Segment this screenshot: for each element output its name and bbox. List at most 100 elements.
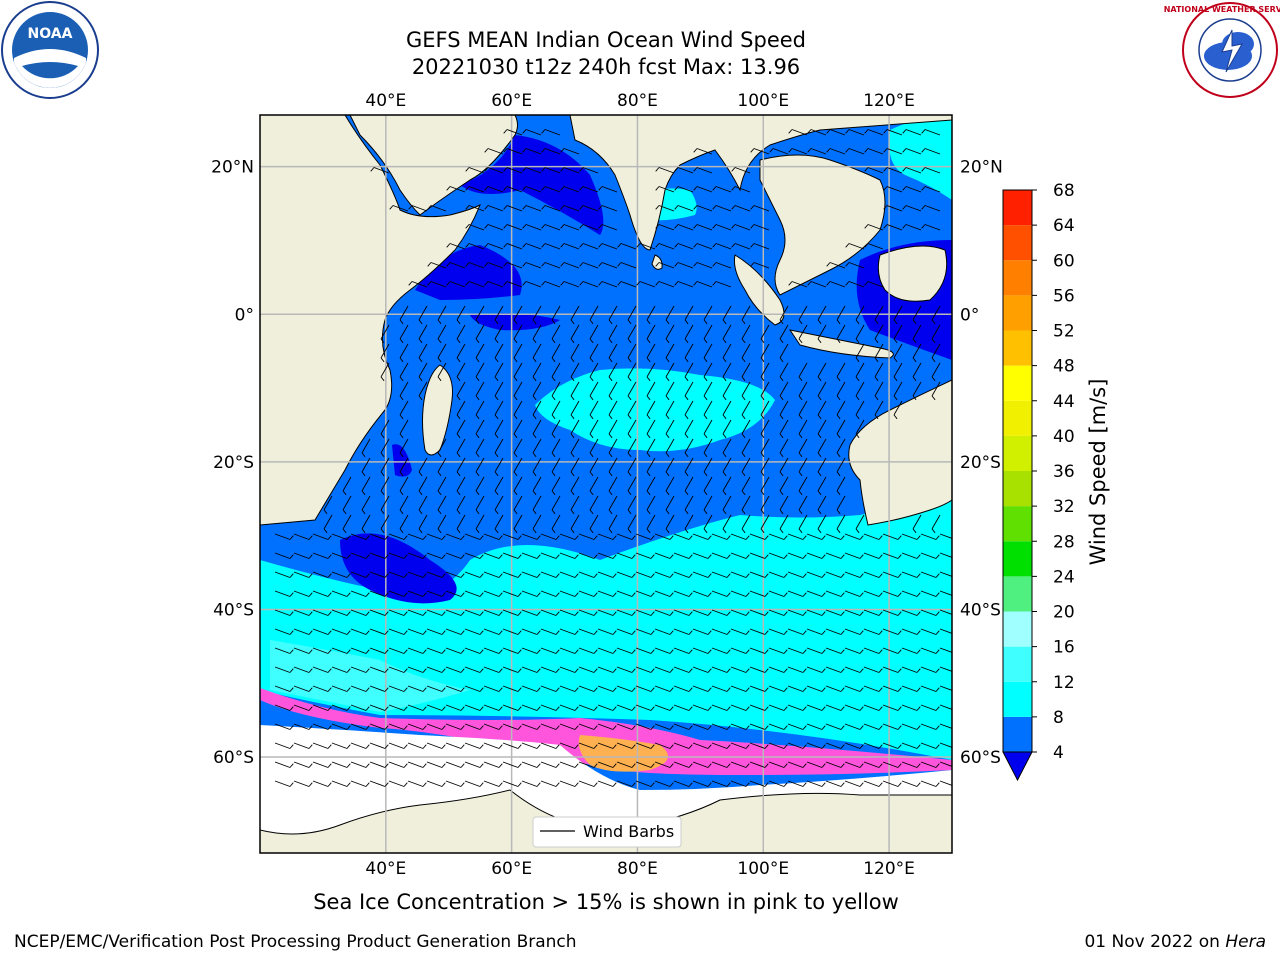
wind-barb (760, 457, 770, 473)
wind-barb (779, 362, 789, 378)
wind-barb (627, 476, 637, 492)
wind-barb (532, 514, 542, 530)
wind-barb (445, 780, 462, 787)
wind-barb-feather (902, 186, 907, 191)
wind-barb (836, 419, 846, 435)
wind-barb (920, 723, 937, 730)
wind-barb (711, 723, 728, 730)
wind-barb (779, 514, 789, 530)
wind-barb (582, 243, 599, 250)
wind-barb (779, 343, 789, 359)
wind-barb (483, 761, 500, 768)
wind-barb-feather (418, 528, 423, 534)
wind-barb (654, 780, 671, 787)
wind-barb (627, 381, 637, 397)
wind-barb-feather (836, 414, 841, 420)
wind-barb-feather (361, 528, 366, 534)
wind-barb-feather (551, 452, 556, 458)
axis-tick-labels: 40°E40°E60°E60°E80°E80°E100°E100°E120°E1… (211, 91, 1003, 879)
wind-barb (445, 666, 462, 673)
wind-barb (369, 742, 386, 749)
wind-barb-feather (916, 649, 921, 654)
wind-barb-feather (955, 783, 958, 787)
wind-barb-feather (783, 649, 788, 654)
wind-barb-feather (874, 319, 879, 325)
wind-barb-feather (840, 744, 845, 749)
wind-barb (521, 571, 538, 578)
wind-barb-feather (380, 357, 385, 363)
wind-barb (768, 761, 785, 768)
wind-barb (696, 281, 713, 288)
wind-barb-feather (498, 668, 503, 673)
wind-barb-feather (593, 592, 598, 597)
wind-barb (901, 533, 918, 540)
wind-barb-feather (703, 319, 708, 325)
wind-barb (863, 647, 880, 654)
wind-barb (673, 609, 690, 616)
colorbar-segment-5 (1003, 541, 1032, 577)
wind-barb-feather (517, 706, 522, 711)
wind-barb-feather (821, 706, 826, 711)
wind-barb (817, 400, 827, 416)
wind-barb (350, 723, 367, 730)
wind-barb (798, 400, 808, 416)
wind-barb-feather (859, 630, 864, 635)
wind-barb-feather (631, 763, 636, 768)
wind-barb (901, 780, 918, 787)
wind-barb (855, 343, 865, 359)
wind-barb-feather (631, 630, 636, 635)
wind-barb (540, 666, 557, 673)
wind-barb (293, 609, 310, 616)
wind-barb-feather (308, 535, 313, 540)
wind-barb-feather (764, 687, 769, 692)
wind-barb-feather (617, 243, 622, 248)
wind-barb (791, 148, 808, 155)
wind-barb (426, 628, 443, 635)
wind-barb (426, 666, 443, 673)
wind-barb (627, 324, 637, 340)
wind-barb (665, 400, 675, 416)
wind-barb-feather (399, 452, 404, 458)
wind-barb (639, 281, 656, 288)
wind-barb-feather (878, 706, 883, 711)
wind-barb-feather (441, 763, 446, 768)
wind-barb-feather (536, 592, 541, 597)
wind-barb-feather (608, 490, 613, 496)
wind-barb-feather (460, 611, 465, 616)
wind-barb (855, 400, 865, 416)
lon-tick-top-4: 120°E (863, 91, 915, 111)
wind-barb (544, 224, 561, 231)
wind-barb-feather (593, 668, 598, 673)
wind-barb-feather (555, 668, 560, 673)
wind-barb-feather (897, 649, 902, 654)
wind-barb (806, 742, 823, 749)
wind-barb (293, 552, 310, 559)
wind-barb (924, 167, 941, 174)
wind-barb-feather (503, 224, 508, 229)
wind-barb-feather (570, 433, 575, 439)
wind-barb-feather (688, 592, 693, 597)
wind-barb (692, 628, 709, 635)
wind-barb-feather (484, 224, 489, 229)
wind-barb (749, 533, 766, 540)
wind-barb-feather (536, 535, 541, 540)
wind-barb-feather (589, 433, 594, 439)
wind-barb-feather (788, 129, 793, 134)
wind-barb (616, 533, 633, 540)
wind-barb (627, 438, 637, 454)
wind-barb (578, 647, 595, 654)
wind-barb-feather (912, 395, 917, 401)
wind-barb-feather (712, 243, 717, 248)
wind-barb (570, 324, 580, 340)
wind-barb (475, 419, 485, 435)
wind-barb-feather (897, 782, 902, 787)
wind-barb-feather (821, 573, 826, 578)
wind-barb (684, 400, 694, 416)
wind-barb (373, 167, 390, 174)
wind-barb (722, 305, 732, 321)
lat-tick-right-4: 60°S (960, 748, 1001, 768)
wind-barb (551, 476, 561, 492)
wind-barb-feather (517, 744, 522, 749)
wind-barb-feather (627, 528, 632, 534)
wind-barb (627, 514, 637, 530)
